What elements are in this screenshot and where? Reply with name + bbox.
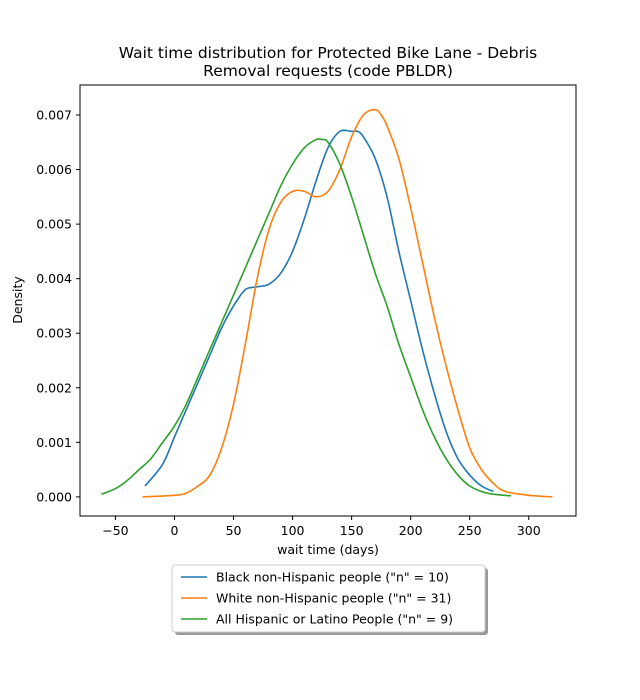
legend: Black non-Hispanic people ("n" = 10) Whit… bbox=[171, 564, 488, 635]
x-tick-label: 250 bbox=[458, 523, 482, 538]
legend-box bbox=[171, 564, 486, 633]
plot-frame bbox=[79, 84, 577, 517]
series-group bbox=[100, 108, 553, 498]
x-tick-label: 0 bbox=[170, 523, 178, 538]
x-axis-ticks: −50 0 50 100 150 200 250 300 bbox=[102, 516, 541, 538]
series-line-0 bbox=[144, 129, 494, 493]
y-tick-label: 0.005 bbox=[36, 217, 72, 232]
y-axis-ticks: 0.000 0.001 0.002 0.003 0.004 0.005 0.006 0.007 bbox=[36, 108, 80, 504]
x-axis-label: wait time (days) bbox=[277, 542, 379, 557]
chart-title-line-1: Wait time distribution for Protected Bik… bbox=[119, 44, 538, 62]
x-tick-label: 300 bbox=[517, 523, 541, 538]
y-tick-label: 0.000 bbox=[36, 489, 72, 504]
legend-label-2: All Hispanic or Latino People ("n" = 9) bbox=[216, 612, 453, 627]
x-tick-label: 50 bbox=[226, 523, 242, 538]
legend-label-0: Black non-Hispanic people ("n" = 10) bbox=[216, 570, 449, 585]
x-tick-label: 150 bbox=[340, 523, 364, 538]
x-tick-label: 200 bbox=[399, 523, 423, 538]
legend-label-1: White non-Hispanic people ("n" = 31) bbox=[216, 591, 451, 606]
y-tick-label: 0.001 bbox=[36, 435, 72, 450]
y-tick-label: 0.004 bbox=[36, 271, 72, 286]
legend-entries: Black non-Hispanic people ("n" = 10) Whit… bbox=[181, 570, 453, 627]
series-line-1 bbox=[142, 108, 553, 498]
y-axis-label: Density bbox=[10, 276, 25, 324]
y-tick-label: 0.007 bbox=[36, 108, 72, 123]
chart-title-line-2: Removal requests (code PBLDR) bbox=[203, 62, 453, 80]
series-line-2 bbox=[100, 138, 512, 497]
x-tick-label: −50 bbox=[102, 523, 128, 538]
x-tick-label: 100 bbox=[281, 523, 305, 538]
y-tick-label: 0.003 bbox=[36, 326, 72, 341]
y-tick-label: 0.006 bbox=[36, 162, 72, 177]
y-tick-label: 0.002 bbox=[36, 380, 72, 395]
